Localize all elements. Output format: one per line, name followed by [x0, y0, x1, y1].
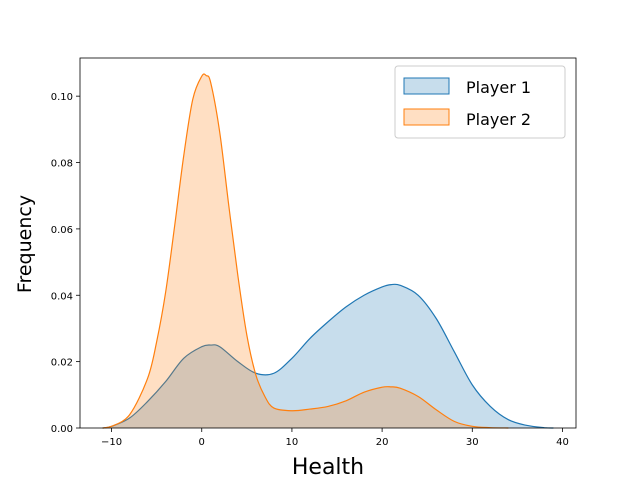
y-tick-label: 0.08 — [51, 159, 73, 170]
series-line-player-1 — [102, 283, 554, 429]
y-tick-label: 0.04 — [51, 291, 73, 302]
legend-swatch-player-2 — [403, 108, 450, 126]
x-axis-label: Health — [292, 455, 364, 480]
y-tick-label: 0.10 — [51, 92, 73, 103]
x-tick-label: 40 — [556, 437, 569, 448]
x-tick-label: 30 — [466, 437, 479, 448]
area-fill-player-2 — [102, 73, 509, 428]
series-line-player-2 — [102, 73, 509, 429]
y-tick-label: 0.02 — [51, 358, 73, 369]
area-fill-player-1 — [102, 284, 554, 428]
y-axis: 0.00 0.02 0.04 0.06 0.08 0.10 — [51, 92, 80, 435]
legend-swatch-player-1 — [403, 77, 450, 95]
x-tick-label: 0 — [199, 437, 205, 448]
x-tick-label: −10 — [101, 437, 122, 448]
y-tick-label: 0.06 — [51, 225, 73, 236]
y-axis-label: Frequency — [14, 195, 36, 293]
x-tick-label: 20 — [376, 437, 389, 448]
y-tick-label: 0.00 — [51, 424, 73, 435]
plot-frame — [79, 57, 577, 429]
legend-label-player-1: Player 1 — [466, 78, 531, 97]
x-axis: −10 0 10 20 30 40 — [101, 428, 569, 448]
legend: Player 1 Player 2 — [394, 65, 566, 139]
x-tick-label: 10 — [286, 437, 299, 448]
legend-box — [394, 65, 566, 139]
series-layer — [102, 73, 554, 429]
legend-label-player-2: Player 2 — [466, 110, 531, 129]
